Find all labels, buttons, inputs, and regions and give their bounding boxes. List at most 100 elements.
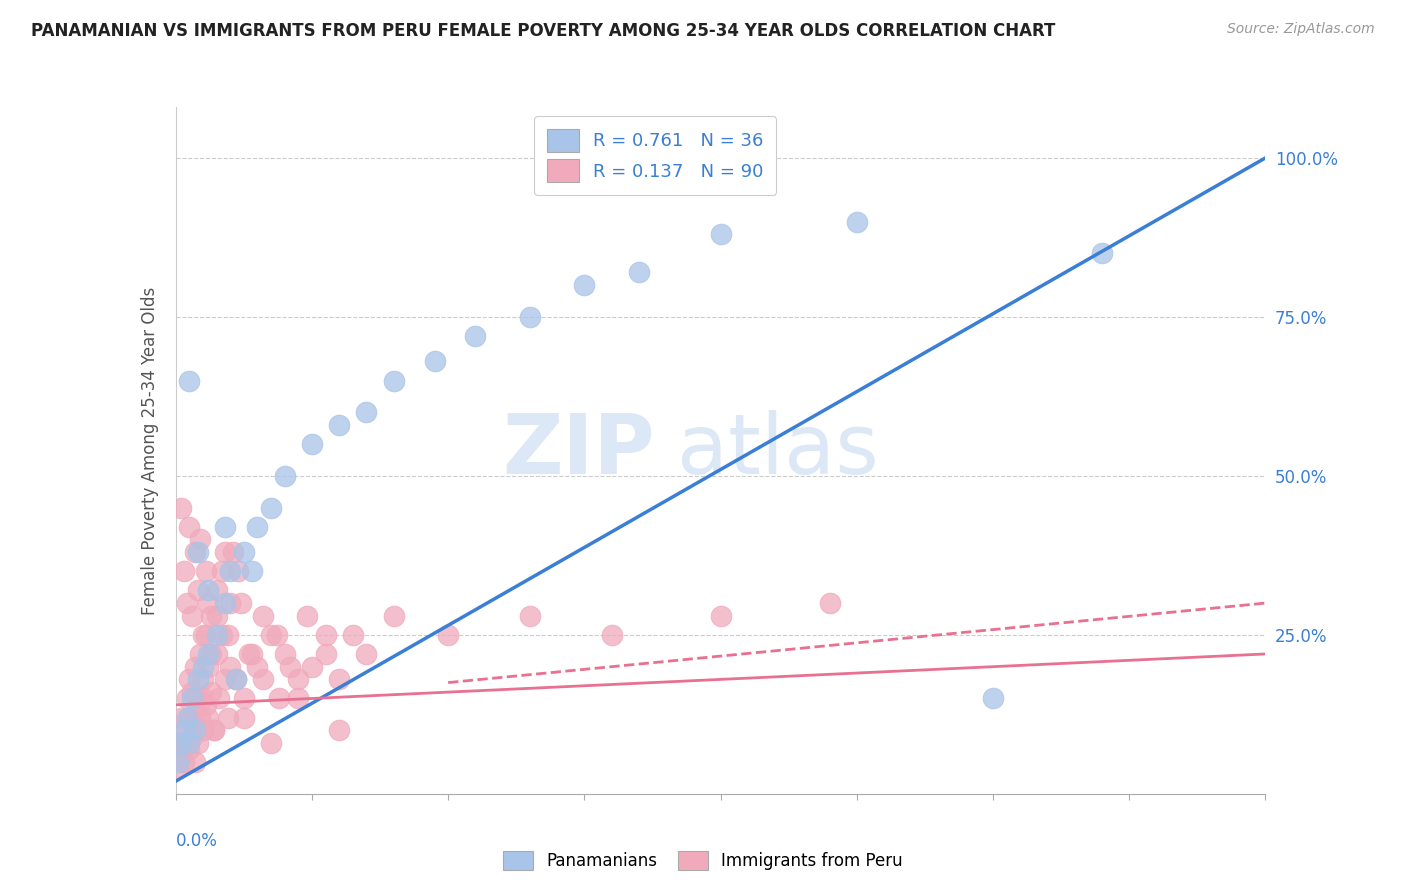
Point bbox=[194, 698, 217, 712]
Point bbox=[179, 520, 201, 534]
Point bbox=[600, 628, 623, 642]
Point bbox=[197, 647, 219, 661]
Point bbox=[173, 564, 195, 578]
Point bbox=[181, 730, 204, 744]
Point bbox=[214, 673, 236, 687]
Point bbox=[225, 673, 247, 687]
Point bbox=[382, 608, 405, 623]
Point bbox=[186, 691, 209, 706]
Point bbox=[179, 710, 201, 724]
Point bbox=[627, 265, 650, 279]
Point bbox=[217, 628, 239, 642]
Point bbox=[191, 723, 214, 738]
Point bbox=[191, 691, 214, 706]
Point bbox=[232, 710, 254, 724]
Point bbox=[252, 673, 274, 687]
Point bbox=[170, 748, 193, 763]
Point bbox=[197, 659, 219, 673]
Point bbox=[188, 647, 211, 661]
Point bbox=[295, 608, 318, 623]
Point bbox=[287, 691, 309, 706]
Point bbox=[208, 691, 231, 706]
Point bbox=[173, 755, 195, 769]
Point bbox=[184, 723, 207, 738]
Legend: Panamanians, Immigrants from Peru: Panamanians, Immigrants from Peru bbox=[496, 844, 910, 877]
Point bbox=[184, 717, 207, 731]
Point bbox=[232, 545, 254, 559]
Point bbox=[328, 417, 350, 432]
Point bbox=[269, 691, 291, 706]
Point bbox=[519, 310, 541, 324]
Point bbox=[173, 723, 195, 738]
Y-axis label: Female Poverty Among 25-34 Year Olds: Female Poverty Among 25-34 Year Olds bbox=[141, 286, 159, 615]
Point bbox=[214, 596, 236, 610]
Point bbox=[205, 608, 228, 623]
Point bbox=[170, 500, 193, 515]
Point bbox=[315, 628, 337, 642]
Point bbox=[211, 564, 233, 578]
Point bbox=[176, 596, 198, 610]
Point bbox=[301, 659, 323, 673]
Point bbox=[186, 583, 209, 598]
Point bbox=[211, 628, 233, 642]
Point bbox=[181, 608, 204, 623]
Point bbox=[197, 596, 219, 610]
Point bbox=[179, 742, 201, 756]
Point bbox=[179, 673, 201, 687]
Point bbox=[260, 628, 283, 642]
Point bbox=[181, 685, 204, 699]
Point bbox=[214, 520, 236, 534]
Point bbox=[710, 608, 733, 623]
Point bbox=[246, 520, 269, 534]
Point bbox=[197, 710, 219, 724]
Point bbox=[260, 500, 283, 515]
Point bbox=[179, 710, 201, 724]
Point bbox=[181, 691, 204, 706]
Point bbox=[328, 673, 350, 687]
Point bbox=[194, 564, 217, 578]
Point bbox=[173, 736, 195, 750]
Point bbox=[167, 755, 190, 769]
Point bbox=[845, 214, 868, 228]
Point bbox=[574, 278, 596, 293]
Point bbox=[202, 723, 225, 738]
Point bbox=[184, 545, 207, 559]
Point bbox=[356, 647, 378, 661]
Point bbox=[191, 628, 214, 642]
Point bbox=[981, 691, 1004, 706]
Point bbox=[356, 405, 378, 419]
Point bbox=[232, 691, 254, 706]
Text: Source: ZipAtlas.com: Source: ZipAtlas.com bbox=[1227, 22, 1375, 37]
Point bbox=[184, 659, 207, 673]
Point bbox=[240, 647, 263, 661]
Point bbox=[176, 710, 198, 724]
Point bbox=[287, 673, 309, 687]
Point bbox=[179, 736, 201, 750]
Text: ZIP: ZIP bbox=[503, 410, 655, 491]
Point bbox=[186, 673, 209, 687]
Point bbox=[167, 736, 190, 750]
Point bbox=[194, 628, 217, 642]
Point bbox=[179, 374, 201, 388]
Point bbox=[170, 710, 193, 724]
Point bbox=[222, 545, 245, 559]
Point bbox=[200, 685, 222, 699]
Point bbox=[191, 659, 214, 673]
Point bbox=[219, 596, 242, 610]
Point bbox=[219, 564, 242, 578]
Point bbox=[266, 628, 288, 642]
Point bbox=[710, 227, 733, 242]
Point bbox=[197, 583, 219, 598]
Point bbox=[200, 608, 222, 623]
Point bbox=[184, 755, 207, 769]
Point bbox=[186, 736, 209, 750]
Point bbox=[176, 736, 198, 750]
Point bbox=[205, 628, 228, 642]
Point bbox=[301, 437, 323, 451]
Point bbox=[246, 659, 269, 673]
Point bbox=[818, 596, 841, 610]
Point bbox=[188, 710, 211, 724]
Point bbox=[464, 329, 486, 343]
Legend: R = 0.761   N = 36, R = 0.137   N = 90: R = 0.761 N = 36, R = 0.137 N = 90 bbox=[534, 116, 776, 195]
Point bbox=[205, 583, 228, 598]
